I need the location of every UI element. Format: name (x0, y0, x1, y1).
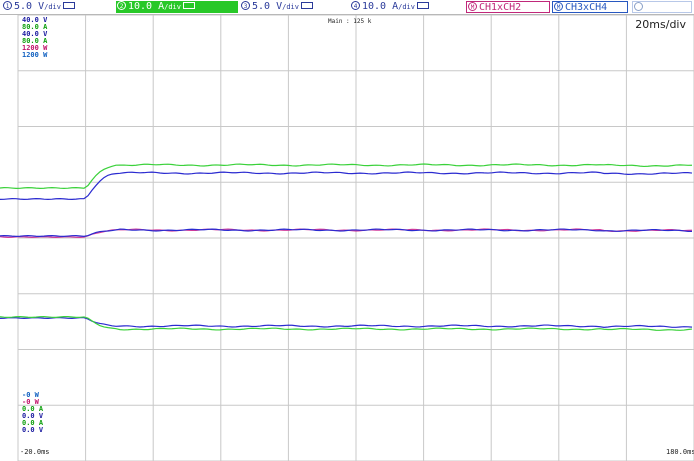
scale-top-label-3: 80.0 A (22, 37, 48, 45)
coupling-icon (300, 2, 313, 9)
channel-4-tab[interactable]: 4 10.0 A/div (350, 1, 462, 13)
scale-top-label-4: 1200 W (22, 44, 48, 52)
math-1-label: CH1xCH2 (479, 2, 522, 13)
empty-slot-tab[interactable] (632, 1, 692, 13)
channel-4-scale: 10.0 A (362, 1, 399, 12)
main-record-length: Main : 125 k (328, 18, 372, 25)
channel-3-unit: /div (282, 3, 299, 11)
scale-top-label-2: 40.0 V (22, 30, 48, 38)
trace-upper-blue (0, 171, 693, 201)
scale-bottom-label-0: -0 W (22, 391, 39, 399)
channel-2-icon: 2 (117, 1, 126, 10)
scale-top-label-1: 80.0 A (22, 23, 48, 31)
waveform-traces (0, 163, 693, 331)
math-1-tab[interactable]: M CH1xCH2 (466, 1, 550, 13)
scale-bottom-label-5: 0.0 V (22, 426, 44, 434)
coupling-icon (416, 2, 429, 9)
scale-top-label-5: 1200 W (22, 51, 48, 59)
coupling-icon (182, 2, 195, 9)
channel-header-bar: 1 5.0 V/div 2 10.0 A/div 3 5.0 V/div 4 10.0 … (0, 0, 694, 15)
trace-lower-green (0, 315, 693, 331)
channel-4-icon: 4 (351, 1, 360, 10)
channel-3-icon: 3 (241, 1, 250, 10)
scale-top-label-0: 40.0 V (22, 16, 48, 24)
math-icon: M (468, 2, 477, 11)
channel-1-scale: 5.0 V (14, 1, 45, 12)
graticule (17, 15, 694, 461)
timebase-readout: 20ms/div (635, 18, 686, 31)
channel-1-tab[interactable]: 1 5.0 V/div (2, 1, 114, 13)
scale-bottom-label-2: 0.0 A (22, 405, 44, 413)
math-2-label: CH3xCH4 (565, 2, 608, 13)
channel-2-unit: /div (164, 3, 181, 11)
channel-3-scale: 5.0 V (252, 1, 283, 12)
channel-2-tab[interactable]: 2 10.0 A/div (116, 1, 238, 13)
coupling-icon (62, 2, 75, 9)
channel-2-scale: 10.0 A (128, 1, 165, 12)
math-icon: M (554, 2, 563, 11)
channel-3-tab[interactable]: 3 5.0 V/div (240, 1, 348, 13)
channel-4-unit: /div (398, 3, 415, 11)
channel-1-unit: /div (44, 3, 61, 11)
trace-upper-green (0, 163, 693, 190)
trace-lower-blue (0, 316, 693, 328)
trace-middle-blue (0, 228, 692, 238)
x-axis-right-label: 180.0ms (666, 448, 694, 456)
scale-bottom-label-1: -0 W (22, 398, 39, 406)
waveform-display (0, 15, 694, 461)
scale-bottom-label-4: 0.0 A (22, 419, 44, 427)
scale-bottom-label-3: 0.0 V (22, 412, 44, 420)
channel-1-icon: 1 (3, 1, 12, 10)
x-axis-left-label: -20.0ms (20, 448, 50, 456)
math-2-tab[interactable]: M CH3xCH4 (552, 1, 628, 13)
empty-slot-icon (634, 2, 643, 11)
